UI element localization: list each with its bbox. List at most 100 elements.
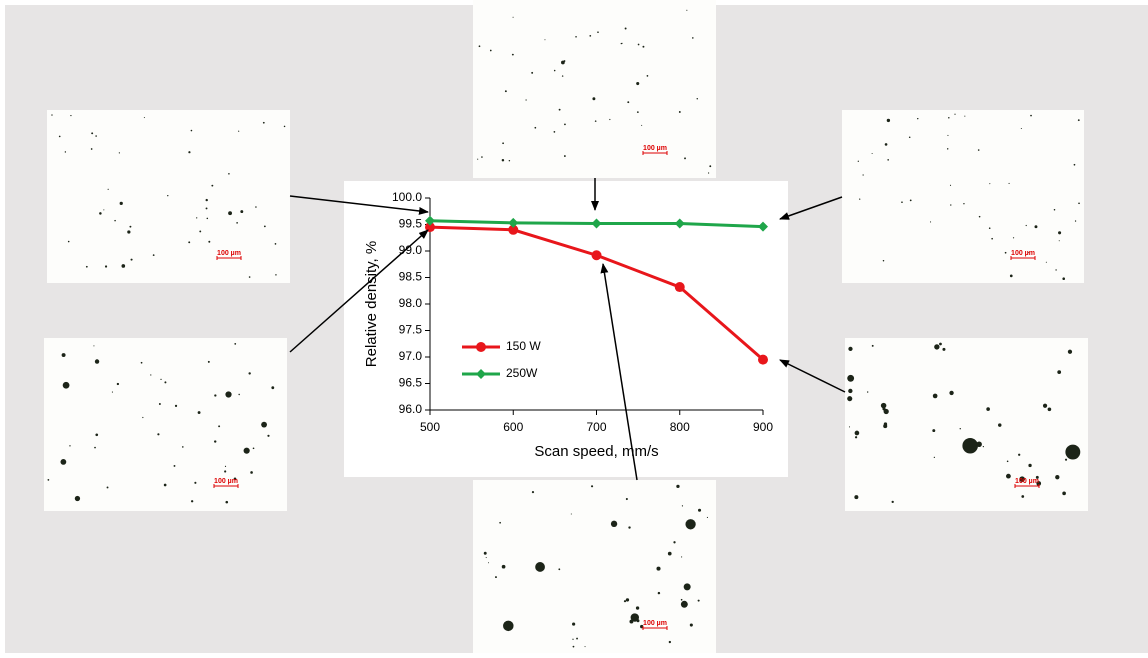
pore	[174, 465, 176, 467]
pore	[182, 446, 184, 448]
pore	[592, 97, 595, 100]
pore	[495, 576, 497, 578]
pore	[129, 226, 131, 228]
page: 96.096.597.097.598.098.599.099.5100.0500…	[0, 0, 1148, 658]
pore	[225, 466, 226, 467]
pore	[561, 61, 565, 65]
pore	[656, 567, 660, 571]
pore	[589, 35, 591, 37]
pore	[499, 522, 501, 524]
pore	[901, 201, 903, 203]
pore	[108, 189, 109, 190]
pore	[228, 173, 230, 175]
pore	[686, 10, 687, 11]
pore	[847, 396, 852, 401]
pore	[636, 606, 639, 609]
pore	[70, 115, 71, 116]
pore	[1065, 445, 1080, 460]
micrograph: 100 µm	[473, 480, 716, 653]
pore	[1026, 225, 1027, 226]
pore	[1046, 262, 1047, 263]
legend-label: 150 W	[506, 339, 541, 353]
pore	[684, 583, 691, 590]
scale-label: 100 µm	[214, 478, 238, 485]
pore	[267, 435, 269, 437]
pore	[206, 207, 208, 209]
pore	[544, 39, 545, 40]
pore	[554, 70, 556, 72]
pore	[1007, 460, 1009, 462]
pore	[887, 119, 890, 122]
pore	[250, 471, 253, 474]
pore	[69, 445, 70, 446]
pore	[627, 101, 629, 103]
pore	[263, 122, 265, 124]
pore	[989, 227, 991, 229]
pore	[611, 521, 617, 527]
pore	[228, 211, 232, 215]
pore	[609, 119, 610, 120]
pore	[883, 260, 884, 261]
pore	[1078, 202, 1080, 204]
pore	[942, 348, 945, 351]
pore	[214, 394, 216, 396]
pore	[211, 185, 213, 187]
pore	[1018, 454, 1020, 456]
pore	[225, 501, 228, 504]
pore	[164, 381, 166, 383]
pore	[884, 422, 887, 425]
pore	[867, 391, 868, 392]
pore	[502, 565, 506, 569]
micrograph: 100 µm	[842, 110, 1084, 283]
pore	[114, 220, 116, 222]
pore	[962, 438, 978, 454]
pore	[948, 117, 950, 119]
pore	[1009, 183, 1010, 184]
pore	[86, 266, 88, 268]
legend-label: 250W	[506, 366, 538, 380]
pore	[95, 433, 98, 436]
y-tick-label: 99.5	[399, 217, 423, 231]
y-tick-label: 96.5	[399, 376, 423, 390]
pore	[964, 116, 965, 117]
pore	[271, 386, 274, 389]
pore	[960, 428, 961, 429]
pore	[275, 274, 276, 275]
pore	[1043, 404, 1047, 408]
pore	[188, 151, 190, 153]
pore	[855, 436, 857, 438]
pore	[532, 491, 534, 493]
pore	[225, 391, 231, 397]
pore	[885, 143, 888, 146]
pore	[682, 505, 683, 506]
pore	[697, 98, 698, 99]
pore	[1058, 231, 1061, 234]
pore	[1006, 474, 1011, 479]
pore	[103, 209, 104, 210]
pore	[477, 159, 478, 160]
pore	[562, 75, 563, 76]
pore	[63, 382, 70, 389]
pore	[505, 90, 507, 92]
micrograph-image	[845, 338, 1088, 511]
pore	[954, 114, 955, 115]
pore	[191, 500, 193, 502]
pore	[849, 426, 850, 427]
pore	[934, 457, 935, 458]
pore	[917, 118, 918, 119]
pore	[119, 152, 120, 153]
pore	[121, 264, 125, 268]
pore	[198, 411, 201, 414]
pore	[264, 225, 266, 227]
pore	[573, 646, 575, 648]
pore	[68, 241, 70, 243]
pore	[62, 353, 66, 357]
pore	[910, 199, 912, 201]
pore	[668, 552, 672, 556]
pore	[863, 174, 864, 175]
pore	[107, 487, 109, 489]
pore	[47, 479, 49, 481]
x-tick-label: 500	[420, 420, 440, 434]
scale-label: 100 µm	[1011, 250, 1035, 257]
pore	[564, 123, 566, 125]
